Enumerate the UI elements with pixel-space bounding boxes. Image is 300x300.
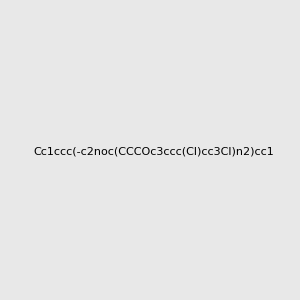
Text: Cc1ccc(-c2noc(CCCOc3ccc(Cl)cc3Cl)n2)cc1: Cc1ccc(-c2noc(CCCOc3ccc(Cl)cc3Cl)n2)cc1: [33, 146, 274, 157]
